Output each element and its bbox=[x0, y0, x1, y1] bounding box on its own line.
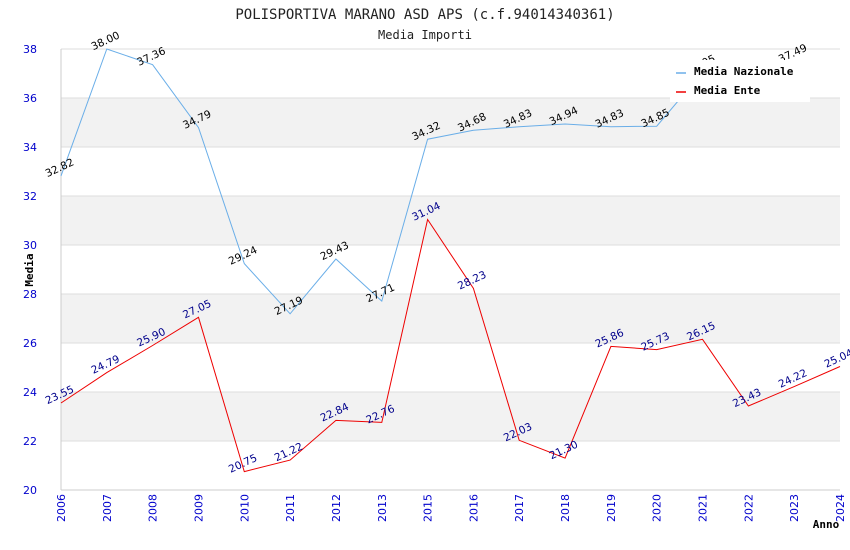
background-bands bbox=[61, 98, 840, 441]
y-tick-label: 34 bbox=[23, 141, 37, 154]
x-tick-label: 2009 bbox=[192, 494, 205, 522]
y-tick-label: 32 bbox=[23, 190, 37, 203]
background-band bbox=[61, 392, 840, 441]
x-tick-label: 2020 bbox=[651, 494, 664, 522]
x-tick-label: 2021 bbox=[697, 494, 710, 522]
y-axis-label: Media bbox=[23, 253, 36, 286]
x-tick-label: 2011 bbox=[284, 494, 297, 522]
x-tick-label: 2024 bbox=[834, 494, 847, 522]
x-tick-label: 2019 bbox=[605, 494, 618, 522]
y-tick-label: 28 bbox=[23, 288, 37, 301]
legend-label-nazionale: Media Nazionale bbox=[694, 65, 794, 78]
x-tick-label: 2015 bbox=[422, 494, 435, 522]
series-lines bbox=[60, 48, 841, 473]
chart-title: POLISPORTIVA MARANO ASD APS (c.f.9401434… bbox=[235, 7, 614, 23]
x-tick-labels: 2006 2007 2008 2009 2010 2011 2012 2013 2015 2016… bbox=[55, 494, 847, 522]
series-line-ente bbox=[60, 218, 841, 473]
background-band bbox=[61, 294, 840, 343]
y-tick-label: 26 bbox=[23, 337, 37, 350]
data-label: 25.04 bbox=[823, 347, 850, 371]
background-band bbox=[61, 98, 840, 147]
y-tick-label: 24 bbox=[23, 386, 37, 399]
chart-subtitle: Media Importi bbox=[378, 28, 472, 42]
y-tick-label: 22 bbox=[23, 435, 37, 448]
data-label: 20.75 bbox=[227, 452, 259, 476]
y-tick-label: 36 bbox=[23, 92, 37, 105]
legend-box bbox=[670, 60, 810, 102]
data-label: 38.00 bbox=[89, 29, 121, 53]
legend-label-ente: Media Ente bbox=[694, 84, 761, 97]
data-label: 28.23 bbox=[456, 269, 488, 293]
series-line-nazionale bbox=[60, 48, 703, 315]
data-label: 32.82 bbox=[44, 156, 76, 180]
y-tick-labels: 20 22 24 26 28 30 32 34 36 38 bbox=[23, 43, 37, 497]
x-tick-label: 2007 bbox=[101, 494, 114, 522]
y-tick-label: 38 bbox=[23, 43, 37, 56]
x-tick-label: 2023 bbox=[788, 494, 801, 522]
x-tick-label: 2018 bbox=[559, 494, 572, 522]
background-band bbox=[61, 196, 840, 245]
x-tick-label: 2008 bbox=[147, 494, 160, 522]
x-tick-label: 2010 bbox=[238, 494, 251, 522]
y-tick-label: 30 bbox=[23, 239, 37, 252]
data-label: 21.30 bbox=[548, 439, 580, 463]
y-tick-label: 20 bbox=[23, 484, 37, 497]
x-axis-label: Anno bbox=[813, 518, 840, 531]
x-tick-label: 2017 bbox=[513, 494, 526, 522]
x-tick-label: 2022 bbox=[742, 494, 755, 522]
grid-lines bbox=[61, 48, 840, 491]
data-label: 29.24 bbox=[227, 244, 260, 268]
x-tick-label: 2016 bbox=[467, 494, 480, 522]
x-tick-label: 2012 bbox=[330, 494, 343, 522]
x-tick-label: 2006 bbox=[55, 494, 68, 522]
legend: Media Nazionale Media Ente bbox=[670, 60, 810, 102]
x-tick-label: 2013 bbox=[376, 494, 389, 522]
